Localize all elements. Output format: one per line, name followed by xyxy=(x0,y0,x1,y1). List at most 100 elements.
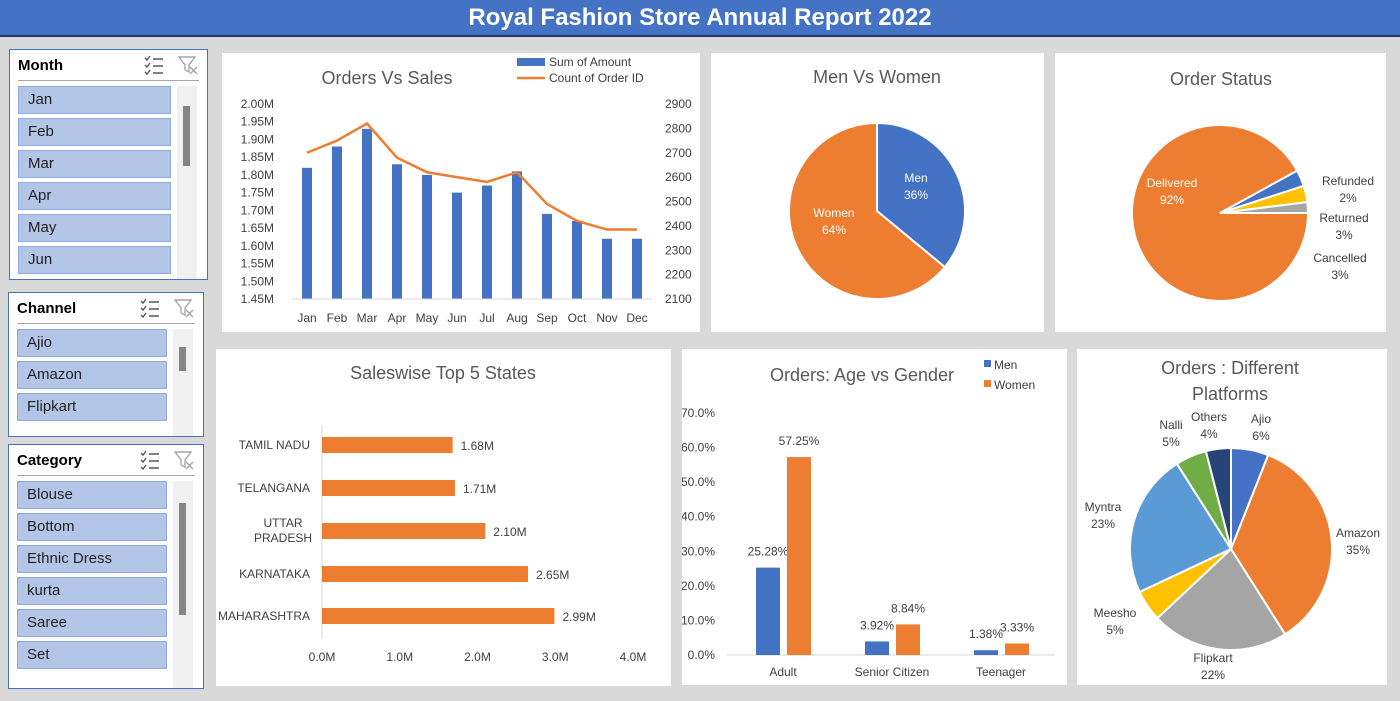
slicer-item-apr[interactable]: Apr xyxy=(18,182,171,210)
label-meesho: Meesho xyxy=(1094,606,1137,620)
legend-swatch-sum-of-amount xyxy=(517,58,545,66)
bar-men-senior-citizen xyxy=(865,641,889,655)
label-delivered-pct: 92% xyxy=(1160,193,1184,207)
x-tick-label: Dec xyxy=(626,311,647,325)
label-meesho-pct: 5% xyxy=(1106,623,1124,637)
chart-title: Order Status xyxy=(1170,69,1272,89)
data-label: 1.71M xyxy=(463,482,496,496)
y-right-tick-label: 2100 xyxy=(665,292,692,306)
category-label: MAHARASHTRA xyxy=(218,609,310,623)
label-amazon-pct: 35% xyxy=(1346,543,1370,557)
label-refunded: Refunded xyxy=(1322,174,1374,188)
multi-select-icon[interactable] xyxy=(139,449,161,471)
y-tick-label: 0.0% xyxy=(688,648,716,662)
label-women: Women xyxy=(813,206,854,220)
category-label: TAMIL NADU xyxy=(239,438,310,452)
category-slicer-header: Category xyxy=(17,445,195,476)
x-tick-label: Sep xyxy=(536,311,558,325)
slicer-item-jun[interactable]: Jun xyxy=(18,246,171,274)
bar-men-adult xyxy=(756,567,780,655)
y-tick-label: 50.0% xyxy=(682,475,715,489)
chart-title-line-2: Platforms xyxy=(1192,384,1268,404)
line-count-of-order-id xyxy=(306,121,637,231)
y-left-tick-label: 1.50M xyxy=(241,274,274,288)
data-label: 2.99M xyxy=(562,610,595,624)
channel-slicer-scrollbar[interactable] xyxy=(173,329,193,436)
slicer-item-bottom[interactable]: Bottom xyxy=(17,513,167,541)
bar-nov xyxy=(602,238,612,299)
x-tick-label: Senior Citizen xyxy=(855,665,930,679)
label-others-pct: 4% xyxy=(1200,427,1218,441)
category-slicer-scrollbar[interactable] xyxy=(173,481,193,688)
bar-oct xyxy=(572,221,582,299)
category-label: KARNATAKA xyxy=(239,567,310,581)
y-left-tick-label: 1.45M xyxy=(241,292,274,306)
y-left-tick-label: 1.95M xyxy=(241,115,274,129)
category-slicer[interactable]: Category Blouse Bottom Ethnic Dress kurt… xyxy=(8,444,204,689)
channel-slicer-scroll-thumb[interactable] xyxy=(179,347,186,371)
data-label: 2.10M xyxy=(493,525,526,539)
y-right-tick-label: 2200 xyxy=(665,268,692,282)
clear-filter-icon[interactable] xyxy=(173,297,195,319)
month-slicer-scrollbar[interactable] xyxy=(177,86,197,279)
platforms-panel: Orders : Different Platforms Ajio 6% Amazon 3… xyxy=(1077,349,1387,685)
channel-slicer-items: Ajio Amazon Flipkart xyxy=(17,329,167,436)
slicer-item-mar[interactable]: Mar xyxy=(18,150,171,178)
category-slicer-title: Category xyxy=(17,451,83,469)
label-cancelled-pct: 3% xyxy=(1331,268,1349,282)
top-states-panel: Saleswise Top 5 States 1.68M TAMIL NADU 1.7… xyxy=(216,349,671,686)
slicer-item-ethnic-dress[interactable]: Ethnic Dress xyxy=(17,545,167,573)
multi-select-icon[interactable] xyxy=(139,297,161,319)
age-vs-gender-panel: Orders: Age vs Gender 70.0% 60.0% 50.0% 40.0… xyxy=(682,349,1067,685)
category-slicer-scroll-thumb[interactable] xyxy=(179,503,186,615)
data-label: 57.25% xyxy=(779,434,820,448)
bar-may xyxy=(422,174,432,299)
x-tick-label: Aug xyxy=(506,311,527,325)
month-slicer[interactable]: Month Jan Feb Mar Apr May Jun xyxy=(9,49,208,280)
x-tick-label: May xyxy=(416,311,439,325)
data-label: 1.68M xyxy=(461,439,494,453)
y-tick-label: 70.0% xyxy=(682,406,715,420)
slicer-item-kurta[interactable]: kurta xyxy=(17,577,167,605)
slicer-item-amazon[interactable]: Amazon xyxy=(17,361,167,389)
slicer-item-set[interactable]: Set xyxy=(17,641,167,669)
slice-flipkart xyxy=(1155,547,1287,651)
label-flipkart: Flipkart xyxy=(1193,651,1233,665)
month-slicer-scroll-thumb[interactable] xyxy=(183,106,190,166)
slice-men xyxy=(876,121,966,269)
channel-slicer-header: Channel xyxy=(17,293,195,324)
channel-slicer[interactable]: Channel Ajio Amazon Flipkart xyxy=(8,292,204,437)
clear-filter-icon[interactable] xyxy=(177,54,199,76)
clear-filter-icon[interactable] xyxy=(173,449,195,471)
slicer-item-saree[interactable]: Saree xyxy=(17,609,167,637)
label-men: Men xyxy=(904,171,927,185)
report-title: Royal Fashion Store Annual Report 2022 xyxy=(0,0,1400,37)
label-nalli-pct: 5% xyxy=(1162,435,1180,449)
y-left-tick-label: 1.90M xyxy=(241,132,274,146)
slicer-item-may[interactable]: May xyxy=(18,214,171,242)
x-tick-label: Feb xyxy=(327,311,348,325)
top-states-chart: Saleswise Top 5 States 1.68M TAMIL NADU 1.7… xyxy=(218,363,646,664)
slicer-item-jan[interactable]: Jan xyxy=(18,86,171,114)
x-tick-label: Jul xyxy=(479,311,494,325)
bar-tamil-nadu xyxy=(322,437,453,453)
slicer-item-flipkart[interactable]: Flipkart xyxy=(17,393,167,421)
month-slicer-items: Jan Feb Mar Apr May Jun xyxy=(18,86,171,279)
channel-slicer-title: Channel xyxy=(17,299,77,317)
label-ajio: Ajio xyxy=(1251,412,1271,426)
multi-select-icon[interactable] xyxy=(143,54,165,76)
orders-vs-sales-chart: Orders Vs Sales 2.00M 1.95M 1.90M 1.85M 1.80M… xyxy=(241,55,692,325)
y-right-tick-label: 2400 xyxy=(665,219,692,233)
chart-title: Men Vs Women xyxy=(813,67,941,87)
legend-count-of-order-id: Count of Order ID xyxy=(549,71,644,85)
category-label: UTTAR xyxy=(263,516,302,530)
y-right-tick-label: 2700 xyxy=(665,146,692,160)
label-men-pct: 36% xyxy=(904,188,928,202)
x-tick-label: 3.0M xyxy=(542,650,569,664)
slicer-item-feb[interactable]: Feb xyxy=(18,118,171,146)
slicer-item-blouse[interactable]: Blouse xyxy=(17,481,167,509)
bar-men-teenager xyxy=(974,650,998,655)
y-right-tick-label: 2300 xyxy=(665,243,692,257)
slicer-item-ajio[interactable]: Ajio xyxy=(17,329,167,357)
bar-maharashtra xyxy=(322,608,555,624)
